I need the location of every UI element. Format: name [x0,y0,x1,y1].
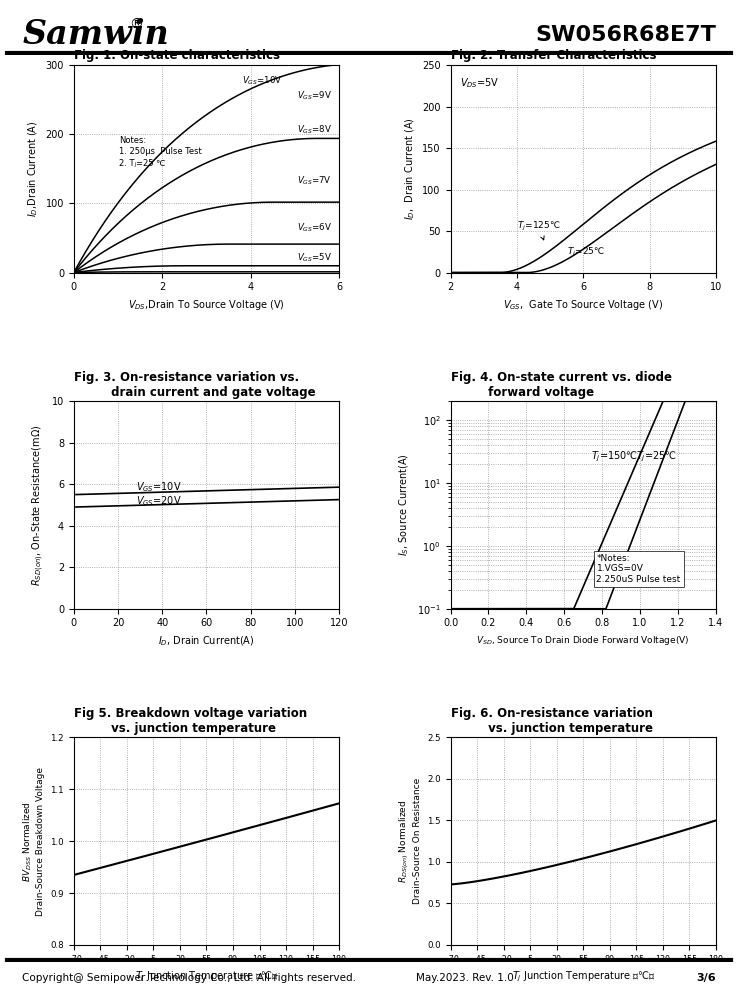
X-axis label: $V_{SD}$, Source To Drain Diode Forward Voltage(V): $V_{SD}$, Source To Drain Diode Forward … [477,634,690,647]
Text: $T_j$=25℃: $T_j$=25℃ [567,246,604,259]
Text: $V_{GS}$=6V: $V_{GS}$=6V [297,222,332,234]
Text: Copyright@ Semipower Technology Co., Ltd. All rights reserved.: Copyright@ Semipower Technology Co., Ltd… [22,973,356,983]
Text: Fig 5. Breakdown voltage variation
         vs. junction temperature: Fig 5. Breakdown voltage variation vs. j… [74,707,307,735]
Text: ®: ® [129,18,143,32]
Y-axis label: $I_D$,  Drain Current (A): $I_D$, Drain Current (A) [403,117,417,220]
Text: $V_{GS}$=8V: $V_{GS}$=8V [297,123,332,136]
Y-axis label: $R_{DS(on)}$ Normalized
Drain-Source On Resistance: $R_{DS(on)}$ Normalized Drain-Source On … [398,778,421,904]
Text: Notes:
1. 250μs  Pulse Test
2. Tⱼ=25 ℃: Notes: 1. 250μs Pulse Test 2. Tⱼ=25 ℃ [119,136,201,168]
Text: Fig. 1. On-state characteristics: Fig. 1. On-state characteristics [74,49,280,62]
Text: May.2023. Rev. 1.0: May.2023. Rev. 1.0 [416,973,514,983]
Text: $T_j$=150℃: $T_j$=150℃ [591,450,638,464]
Y-axis label: $R_{SD(on)}$, On-State Resistance(mΩ): $R_{SD(on)}$, On-State Resistance(mΩ) [31,424,46,586]
Text: $V_{GS}$=10V: $V_{GS}$=10V [136,480,182,494]
X-axis label: $V_{DS}$,Drain To Source Voltage (V): $V_{DS}$,Drain To Source Voltage (V) [128,298,285,312]
Y-axis label: $I_D$,Drain Current (A): $I_D$,Drain Current (A) [27,121,40,217]
Text: 3/6: 3/6 [696,973,716,983]
Text: $T_j$=25℃: $T_j$=25℃ [636,450,677,464]
Text: Fig. 6. On-resistance variation
         vs. junction temperature: Fig. 6. On-resistance variation vs. junc… [450,707,652,735]
Text: $V_{GS}$=9V: $V_{GS}$=9V [297,89,332,102]
X-axis label: $V_{GS}$,  Gate To Source Voltage (V): $V_{GS}$, Gate To Source Voltage (V) [503,298,663,312]
Y-axis label: $I_S$, Source Current(A): $I_S$, Source Current(A) [398,454,411,556]
Text: $V_{DS}$=5V: $V_{DS}$=5V [461,76,500,90]
Y-axis label: $BV_{DSS}$ Normalized
Drain-Source Breakdown Voltage: $BV_{DSS}$ Normalized Drain-Source Break… [22,767,45,916]
Text: Fig. 4. On-state current vs. diode
         forward voltage: Fig. 4. On-state current vs. diode forwa… [450,371,672,399]
Text: $V_{GS}$=5V: $V_{GS}$=5V [297,252,332,264]
Text: *Notes:
1.VGS=0V
2.250uS Pulse test: *Notes: 1.VGS=0V 2.250uS Pulse test [596,554,680,584]
Text: Fig. 2. Transfer Characteristics: Fig. 2. Transfer Characteristics [450,49,656,62]
Text: Fig. 3. On-resistance variation vs.
         drain current and gate voltage: Fig. 3. On-resistance variation vs. drai… [74,371,315,399]
Text: $V_{GS}$=20V: $V_{GS}$=20V [136,495,182,508]
X-axis label: $T_j$ Junction Temperature （℃）: $T_j$ Junction Temperature （℃） [135,969,278,984]
Text: $V_{GS}$=7V: $V_{GS}$=7V [297,174,331,187]
X-axis label: $T_j$ Junction Temperature （℃）: $T_j$ Junction Temperature （℃） [511,969,655,984]
Text: Samwin: Samwin [22,18,169,51]
Text: SW056R68E7T: SW056R68E7T [535,25,716,45]
Text: $T_j$=125℃: $T_j$=125℃ [517,220,561,240]
Text: $V_{GS}$=10V: $V_{GS}$=10V [242,75,283,87]
X-axis label: $I_D$, Drain Current(A): $I_D$, Drain Current(A) [158,634,255,648]
